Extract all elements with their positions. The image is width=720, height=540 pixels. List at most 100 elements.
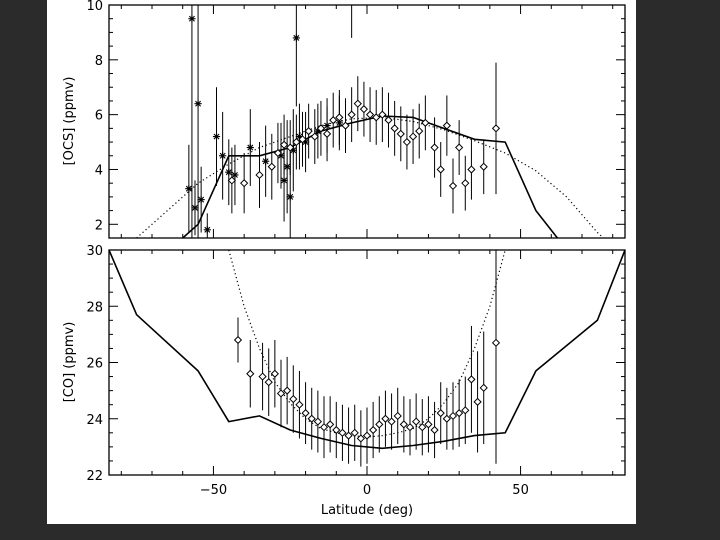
ocs-data-point-diamond — [322, 106, 332, 162]
ocs-diamond-marker — [227, 176, 236, 185]
ocs-data-point-diamond — [335, 89, 344, 145]
ocs-diamond-marker — [461, 179, 470, 188]
ocs-star-marker — [225, 168, 233, 176]
ocs-star-marker — [197, 196, 205, 204]
co-diamond-marker — [258, 372, 267, 381]
ocs-diamond-marker — [421, 118, 430, 127]
ocs-data-point-diamond — [240, 153, 249, 214]
ocs-data-point-diamond — [255, 142, 264, 208]
co-data-point-diamond — [338, 404, 347, 461]
co-diamond-marker — [467, 375, 476, 384]
co-data-point-diamond — [233, 317, 243, 363]
co-y-tick-label: 30 — [86, 244, 103, 259]
co-diamond-marker — [362, 431, 372, 440]
ocs-diamond-marker — [240, 179, 249, 188]
co-data-point-diamond — [276, 359, 286, 428]
x-tick-label: 50 — [512, 483, 529, 498]
ocs-diamond-marker — [467, 165, 476, 174]
co-data-point-diamond — [246, 340, 255, 408]
ocs-data-point-star — [212, 87, 221, 186]
co-data-point-diamond — [301, 382, 310, 445]
ocs-data-point-diamond — [390, 100, 399, 156]
co-diamond-marker — [313, 417, 322, 426]
co-diamond-marker — [301, 409, 310, 418]
ocs-data-point-diamond — [359, 81, 369, 137]
co-data-point-diamond — [289, 365, 298, 433]
co-data-point-diamond — [313, 390, 322, 453]
ocs-diamond-marker — [430, 143, 439, 152]
ocs-data-point-diamond — [415, 103, 424, 159]
co-y-tick-label: 26 — [86, 357, 103, 372]
ocs-diamond-marker — [267, 162, 276, 171]
ocs-diamond-marker — [322, 129, 332, 138]
ocs-data-point-star — [225, 139, 233, 206]
co-data-point-diamond — [350, 404, 359, 461]
x-tick-label: −50 — [200, 483, 227, 498]
ocs-data-point-diamond — [329, 92, 338, 148]
ocs-star-marker — [280, 176, 288, 185]
co-data-point-diamond — [332, 401, 341, 459]
co-data-point-diamond — [387, 393, 396, 450]
ocs-data-point-star — [351, 5, 353, 38]
ocs-diamond-marker — [335, 113, 344, 122]
ocs-star-marker — [194, 100, 202, 108]
ocs-data-point-star — [185, 144, 193, 233]
ocs-star-marker — [231, 171, 239, 179]
ocs-data-point-diamond — [448, 158, 458, 214]
co-data-point-diamond — [448, 382, 458, 450]
ocs-data-point-diamond — [479, 139, 488, 195]
ocs-diamond-marker — [365, 110, 375, 119]
ocs-star-marker — [219, 152, 227, 160]
co-diamond-marker — [436, 409, 445, 418]
ocs-data-point-diamond — [372, 89, 381, 145]
ocs-star-marker — [262, 157, 270, 165]
co-diamond-marker — [344, 431, 353, 440]
ocs-data-point-diamond — [436, 142, 445, 197]
co-diamond-marker — [448, 411, 458, 421]
co-diamond-marker — [405, 423, 415, 432]
co-data-point-diamond — [344, 407, 353, 464]
ocs-diamond-marker — [408, 132, 418, 141]
co-diamond-marker — [319, 423, 329, 432]
ocs-data-point-star — [191, 180, 199, 236]
ocs-data-point-diamond — [402, 114, 412, 170]
ocs-diamond-marker — [442, 121, 451, 130]
ocs-data-point-diamond — [286, 120, 295, 175]
co-diamond-marker — [276, 389, 286, 398]
co-data-point-diamond — [381, 390, 390, 447]
co-diamond-marker — [430, 425, 439, 435]
ocs-diamond-marker — [448, 181, 458, 191]
ocs-diamond-marker — [384, 116, 393, 125]
ocs-data-point-diamond — [298, 111, 307, 167]
co-diamond-marker — [461, 406, 470, 415]
ocs-diamond-marker — [436, 165, 445, 174]
ocs-data-point-star — [292, 5, 300, 107]
ocs-y-axis-label: [OCS] (ppmv) — [62, 77, 77, 166]
ocs-diamond-marker — [273, 148, 283, 158]
ocs-data-point-star — [262, 125, 270, 197]
ocs-star-marker — [185, 185, 193, 193]
ocs-diamond-marker — [292, 137, 301, 147]
ocs-data-point-diamond — [442, 95, 451, 156]
co-diamond-marker — [491, 338, 501, 347]
co-panel-content — [109, 250, 625, 467]
ocs-data-point-diamond — [384, 92, 393, 148]
ocs-data-point-diamond — [467, 139, 476, 200]
ocs-data-point-diamond — [292, 114, 301, 170]
co-diamond-marker — [399, 420, 408, 429]
ocs-data-point-diamond — [408, 109, 418, 164]
co-data-point-diamond — [369, 401, 378, 459]
co-diamond-marker — [393, 411, 402, 421]
ocs-diamond-marker — [390, 124, 399, 133]
co-data-point-diamond — [418, 399, 427, 456]
ocs-y-tick-label: 8 — [95, 54, 103, 69]
ocs-data-point-diamond — [279, 114, 289, 175]
ocs-diamond-marker — [491, 124, 501, 133]
co-data-point-diamond — [455, 379, 464, 447]
ocs-star-marker — [292, 34, 300, 42]
ocs-diamond-marker — [298, 135, 307, 144]
ocs-diamond-marker — [329, 116, 338, 125]
ocs-star-marker — [246, 143, 254, 152]
ocs-diamond-marker — [304, 126, 313, 136]
